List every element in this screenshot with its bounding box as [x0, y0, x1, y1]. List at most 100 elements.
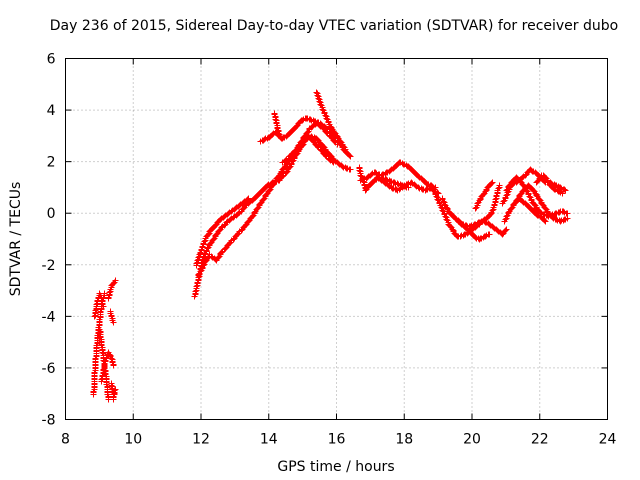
x-tick-label: 12 [192, 432, 210, 448]
data-point-marker [548, 212, 555, 219]
data-point-marker [442, 213, 449, 220]
data-point-marker [561, 186, 568, 193]
x-tick-label: 20 [463, 432, 481, 448]
data-point-marker [200, 262, 207, 269]
data-point-marker [559, 190, 566, 197]
y-tick-label: -4 [42, 309, 56, 325]
data-point-marker [489, 179, 496, 186]
data-point-marker [106, 289, 113, 296]
data-point-marker [391, 179, 398, 186]
data-point-marker [314, 92, 321, 99]
data-point-marker [316, 98, 323, 105]
data-point-marker [100, 303, 107, 310]
data-point-marker [472, 234, 479, 241]
data-point-marker [272, 116, 279, 123]
data-point-marker [542, 218, 549, 225]
data-point-marker [440, 198, 447, 205]
data-point-marker [218, 249, 225, 256]
data-point-marker [313, 89, 320, 96]
y-tick-label: 6 [47, 52, 56, 68]
x-tick-label: 16 [328, 432, 346, 448]
x-axis-label: GPS time / hours [277, 459, 394, 475]
data-point-marker [488, 180, 495, 187]
x-tick-label: 22 [531, 432, 549, 448]
data-point-marker [261, 136, 268, 143]
y-tick-label: 2 [47, 155, 56, 171]
data-point-marker [360, 176, 367, 183]
data-point-marker [457, 233, 464, 240]
data-point-marker [194, 257, 201, 264]
x-tick-label: 18 [395, 432, 413, 448]
data-point-marker [244, 196, 251, 203]
y-tick-label: -6 [42, 361, 56, 377]
data-point-marker [275, 130, 282, 137]
data-point-marker [496, 182, 503, 189]
data-point-marker [329, 158, 336, 165]
data-point-marker [99, 349, 106, 356]
data-point-marker [486, 231, 493, 238]
data-point-marker [314, 143, 321, 150]
x-tick-label: 24 [599, 432, 617, 448]
data-point-marker [276, 133, 283, 140]
data-point-marker [562, 187, 569, 194]
data-point-marker [272, 178, 279, 185]
data-point-marker [330, 159, 337, 166]
y-tick-label: -2 [42, 258, 56, 274]
data-point-marker [467, 223, 474, 230]
data-point-marker [322, 152, 329, 159]
data-point-marker [394, 180, 401, 187]
y-axis-label: SDTVAR / TECUs [8, 182, 24, 297]
data-point-marker [245, 195, 252, 202]
data-point-marker [112, 386, 119, 393]
y-tick-label: 4 [47, 103, 56, 119]
y-tick-label: 0 [47, 206, 56, 222]
data-point-marker [108, 355, 115, 362]
data-point-marker [564, 210, 571, 217]
data-point-marker [110, 362, 117, 369]
data-point-marker [322, 112, 329, 119]
data-point-marker [195, 254, 202, 261]
grid-layer [65, 58, 608, 420]
data-points [90, 89, 571, 403]
data-point-marker [404, 181, 411, 188]
x-tick-label: 14 [260, 432, 278, 448]
data-point-marker [553, 216, 560, 223]
data-point-marker [503, 226, 510, 233]
data-point-marker [347, 153, 354, 160]
data-point-marker [541, 217, 548, 224]
data-point-marker [288, 151, 295, 158]
data-point-marker [339, 163, 346, 170]
data-point-marker [557, 218, 564, 225]
data-point-marker [521, 183, 528, 190]
data-point-marker [110, 319, 117, 326]
data-point-marker [205, 231, 212, 238]
data-point-marker [315, 95, 322, 102]
data-point-marker [91, 313, 98, 320]
data-point-marker [495, 185, 502, 192]
data-point-marker [347, 166, 354, 173]
data-point-marker [193, 283, 200, 290]
data-point-marker [502, 227, 509, 234]
chart-title: Day 236 of 2015, Sidereal Day-to-day VTE… [50, 18, 618, 34]
data-point-marker [112, 277, 119, 284]
data-point-marker [489, 207, 496, 214]
x-tick-label: 8 [61, 432, 70, 448]
data-point-marker [307, 116, 314, 123]
data-point-marker [108, 382, 115, 389]
data-point-marker [492, 196, 499, 203]
data-point-marker [110, 396, 117, 403]
data-point-marker [342, 146, 349, 153]
data-point-marker [98, 297, 105, 304]
data-point-marker [356, 167, 363, 174]
y-tick-label: -8 [42, 413, 56, 429]
data-point-marker [502, 216, 509, 223]
data-point-marker [201, 238, 208, 245]
data-point-marker [346, 152, 353, 159]
data-point-marker [415, 184, 422, 191]
data-point-marker [93, 301, 100, 308]
data-point-marker [193, 260, 200, 267]
data-point-marker [266, 187, 273, 194]
data-point-marker [192, 288, 199, 295]
